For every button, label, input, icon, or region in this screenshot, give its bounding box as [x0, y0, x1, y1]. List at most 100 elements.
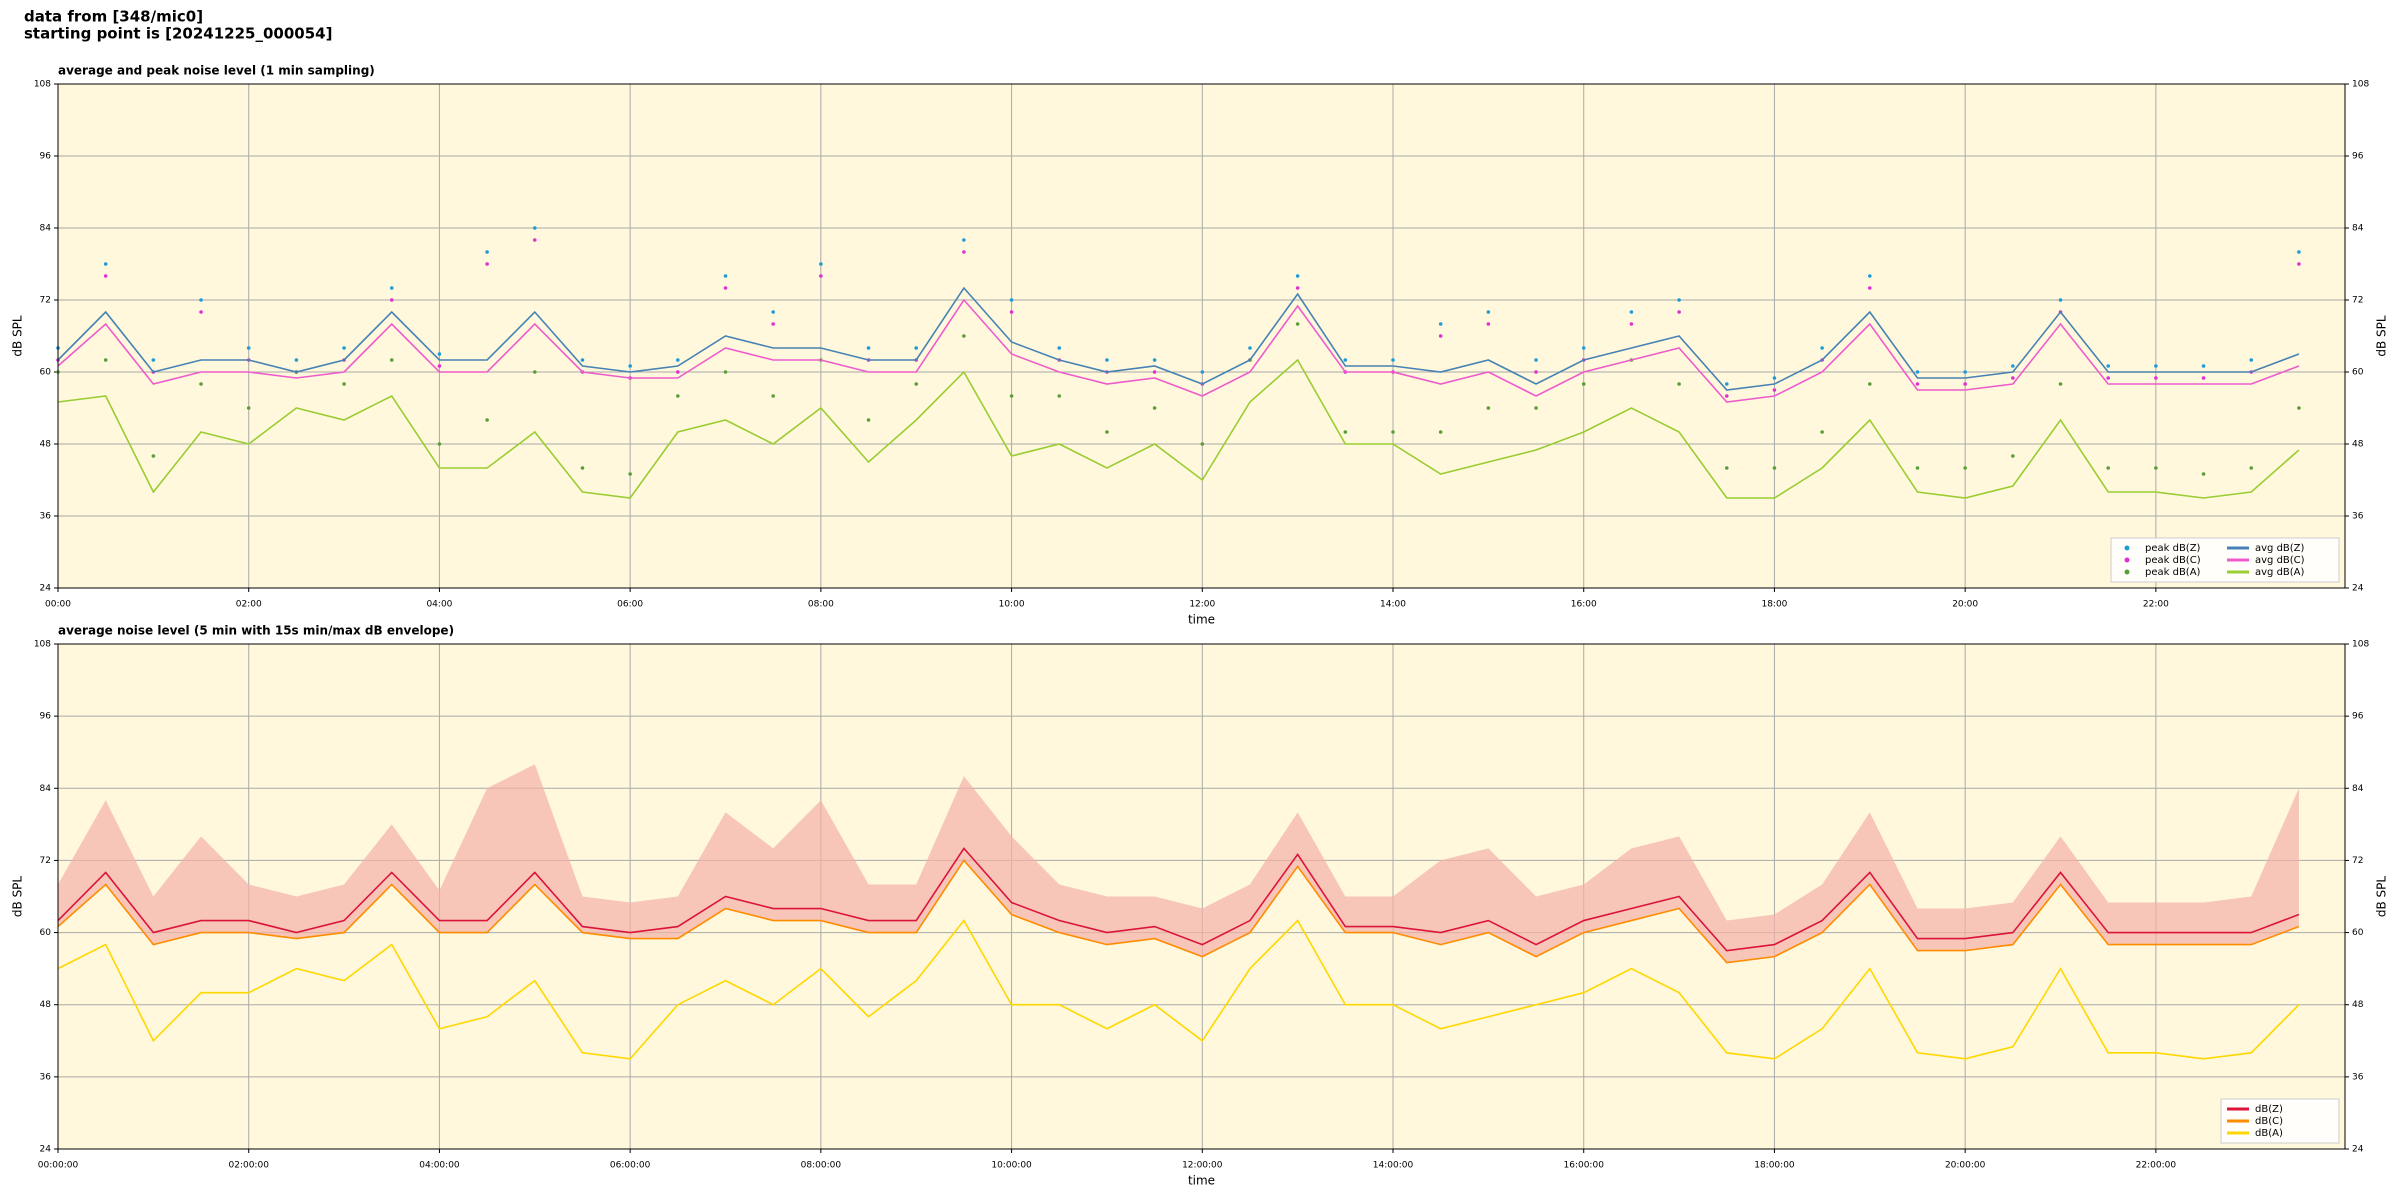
legend-marker [2124, 557, 2130, 563]
peak-point [389, 286, 394, 290]
x-tick-label: 06:00:00 [610, 1161, 651, 1171]
y-tick-label: 84 [40, 224, 52, 234]
y-tick-label: 72 [40, 296, 51, 306]
peak-point [1009, 394, 1014, 398]
peak-point [1963, 370, 1967, 374]
peak-point [485, 250, 489, 254]
peak-point [1677, 382, 1681, 386]
chart-title: average noise level (5 min with 15s min/… [58, 624, 454, 638]
y2-tick-label: 72 [2352, 296, 2363, 306]
x-tick-label: 10:00 [999, 600, 1025, 610]
y-axis-label: dB SPL [11, 315, 25, 357]
peak-point [580, 466, 585, 470]
peak-point [2058, 298, 2063, 302]
peak-point [342, 382, 346, 386]
peak-point [2011, 454, 2015, 458]
y-tick-label: 96 [40, 152, 52, 162]
series-line [57, 358, 2300, 499]
peak-point [1724, 394, 1729, 398]
plot-frame [57, 643, 2346, 1150]
peak-point [2106, 364, 2110, 368]
series-line [57, 286, 2300, 391]
peak-point [1629, 310, 1634, 314]
peak-point [294, 358, 299, 362]
y2-tick-label: 48 [2352, 440, 2364, 450]
x-axis-label: time [1188, 1174, 1215, 1188]
peak-point [1295, 274, 1300, 278]
x-tick-label: 18:00 [1761, 600, 1787, 610]
envelope-area [58, 764, 2299, 963]
peak-point [532, 226, 537, 230]
legend-label: peak dB(Z) [2145, 543, 2201, 554]
peak-point [1105, 358, 1109, 362]
series-line [57, 298, 2300, 403]
peak-point [2201, 472, 2206, 476]
series-line [57, 919, 2300, 1060]
y2-tick-label: 60 [2352, 368, 2364, 378]
legend-label: dB(A) [2255, 1128, 2283, 1139]
peak-point [1963, 466, 1967, 470]
peak-point [1152, 370, 1157, 374]
peak-point [2011, 376, 2015, 380]
legend-label: avg dB(C) [2255, 555, 2305, 566]
x-tick-label: 02:00 [236, 600, 262, 610]
peak-point [1486, 406, 1491, 410]
y2-tick-label: 36 [2352, 1072, 2364, 1082]
peak-point [962, 250, 966, 254]
x-tick-label: 02:00:00 [229, 1161, 270, 1171]
peak-point [580, 358, 585, 362]
peak-point [962, 238, 966, 242]
peak-point [1772, 466, 1777, 470]
y2-tick-label: 36 [2352, 512, 2364, 522]
y-tick-label: 60 [40, 368, 52, 378]
peak-point [914, 382, 919, 386]
x-tick-label: 16:00:00 [1564, 1161, 1605, 1171]
y-tick-label: 36 [40, 1072, 52, 1082]
peak-point [2297, 262, 2301, 266]
x-tick-label: 10:00:00 [991, 1161, 1032, 1171]
peak-point [532, 370, 537, 374]
y-tick-label: 108 [34, 80, 51, 90]
peak-point [1295, 322, 1300, 326]
y-tick-label: 96 [40, 712, 52, 722]
y2-tick-label: 60 [2352, 928, 2364, 938]
y2-tick-label: 72 [2352, 856, 2363, 866]
peak-point [485, 418, 489, 422]
x-tick-label: 08:00 [808, 600, 834, 610]
x-tick-label: 00:00 [45, 600, 71, 610]
chart-title: average and peak noise level (1 min samp… [58, 64, 375, 78]
peak-point [1152, 406, 1157, 410]
peak-point [199, 382, 203, 386]
peak-point [437, 442, 442, 446]
x-tick-label: 22:00:00 [2136, 1161, 2177, 1171]
peak-point [1486, 310, 1491, 314]
peak-point [437, 364, 442, 368]
legend-label: dB(Z) [2255, 1104, 2283, 1115]
peak-point [103, 358, 108, 362]
y-tick-label: 48 [40, 1000, 52, 1010]
y-tick-label: 84 [40, 784, 52, 794]
peak-point [103, 274, 108, 278]
peak-point [1057, 394, 1062, 398]
x-axis-label: time [1188, 613, 1215, 627]
peak-point [1963, 382, 1967, 386]
peak-point [1200, 370, 1205, 374]
peak-point [1677, 298, 1681, 302]
y2-axis-label: dB SPL [2375, 876, 2389, 918]
x-tick-label: 18:00:00 [1754, 1161, 1795, 1171]
peak-point [1915, 466, 1920, 470]
y-tick-label: 24 [40, 1145, 52, 1155]
peak-point [1772, 376, 1777, 380]
y-tick-label: 24 [40, 584, 52, 594]
peak-point [2249, 358, 2254, 362]
y-tick-label: 36 [40, 512, 52, 522]
peak-point [2106, 376, 2110, 380]
peak-point [1820, 430, 1824, 434]
peak-point [1867, 382, 1872, 386]
y2-tick-label: 24 [2352, 1145, 2364, 1155]
peak-point [151, 358, 156, 362]
peak-point [437, 352, 442, 356]
peak-point [2106, 466, 2110, 470]
peak-point [2201, 364, 2206, 368]
